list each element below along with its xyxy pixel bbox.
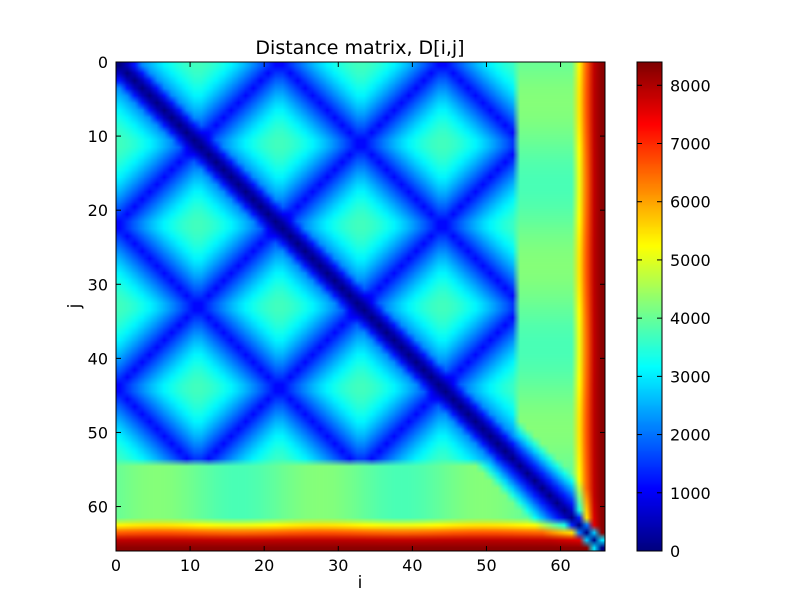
colorbar-tick-label: 3000 — [670, 367, 711, 386]
y-tick-label: 10 — [88, 127, 108, 146]
y-tick-label: 50 — [88, 423, 108, 442]
x-tick-label: 60 — [550, 556, 570, 575]
colorbar-tick-label: 0 — [670, 542, 680, 561]
x-tick-label: 20 — [254, 556, 274, 575]
x-tick-label: 0 — [111, 556, 121, 575]
x-tick-label: 40 — [402, 556, 422, 575]
colorbar-frame — [636, 61, 663, 552]
heatmap-image — [116, 62, 605, 551]
y-tick-label: 60 — [88, 498, 108, 517]
y-axis-label: j — [65, 304, 85, 310]
y-tick-label: 40 — [88, 349, 108, 368]
x-tick-label: 50 — [476, 556, 496, 575]
colorbar-gradient — [637, 62, 662, 551]
colorbar-tick-label: 7000 — [670, 135, 711, 154]
x-tick-label: 10 — [180, 556, 200, 575]
colorbar-tick-label: 2000 — [670, 426, 711, 445]
colorbar-tick-label: 6000 — [670, 193, 711, 212]
colorbar-tick-label: 1000 — [670, 484, 711, 503]
plot-area: 0 10 20 30 40 50 60 0 10 20 30 40 50 60 — [88, 53, 606, 575]
colorbar: 0 1000 2000 3000 4000 5000 6000 7000 8000 — [636, 61, 711, 561]
plot-frame — [115, 61, 606, 552]
y-tick-label: 30 — [88, 275, 108, 294]
x-tick-label: 30 — [328, 556, 348, 575]
x-axis-label: i — [358, 573, 363, 593]
y-tick-label: 20 — [88, 201, 108, 220]
colorbar-ticks: 0 1000 2000 3000 4000 5000 6000 7000 8000 — [637, 76, 711, 561]
chart-title: Distance matrix, D[i,j] — [255, 37, 464, 59]
x-axis-ticks: 0 10 20 30 40 50 60 — [111, 62, 571, 575]
y-axis-ticks: 0 10 20 30 40 50 60 — [88, 53, 605, 517]
colorbar-tick-label: 5000 — [670, 251, 711, 270]
y-tick-label: 0 — [98, 53, 108, 72]
colorbar-tick-label: 4000 — [670, 309, 711, 328]
colorbar-tick-label: 8000 — [670, 76, 711, 95]
